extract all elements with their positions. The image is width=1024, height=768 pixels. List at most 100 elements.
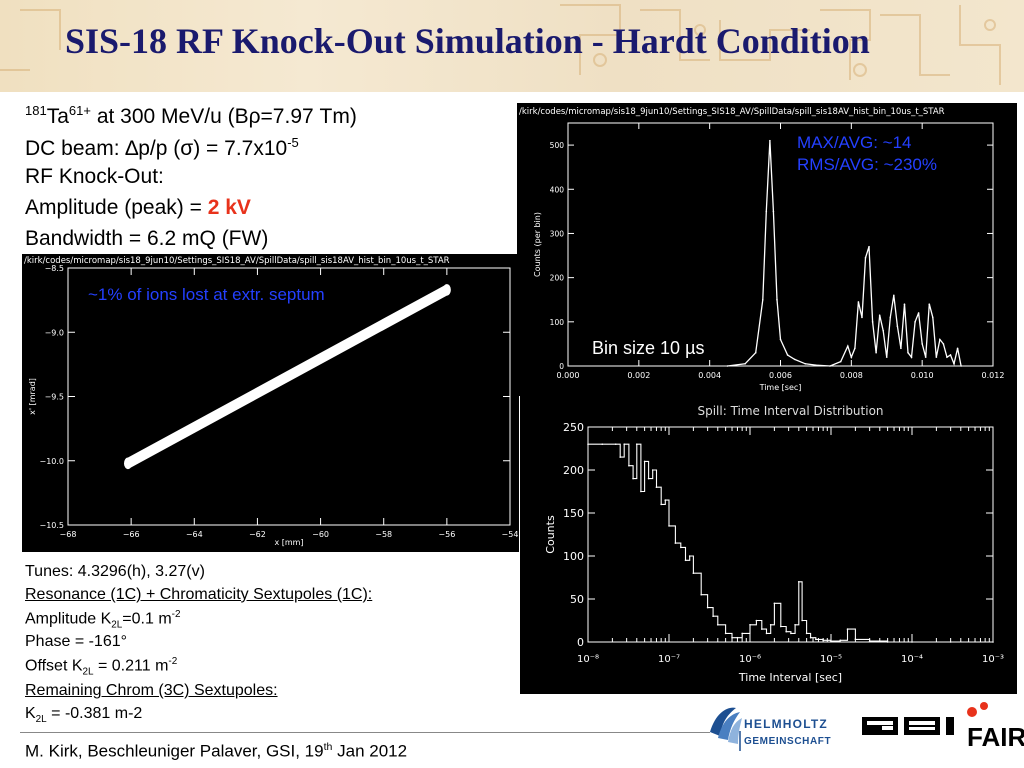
fair-logo: FAIR	[962, 698, 1024, 759]
interval-point	[724, 632, 727, 635]
x-tick-label: −56	[438, 530, 455, 539]
spill-point	[956, 347, 959, 350]
chart-title: Spill: Time Interval Distribution	[697, 404, 883, 418]
spill-point	[839, 360, 842, 363]
ion-energy: at 300 MeV/u (B	[91, 105, 249, 128]
mu-symbol: µ	[685, 338, 696, 358]
interval-point	[587, 443, 589, 445]
interval-point	[846, 628, 849, 630]
ion-mass: 181	[25, 103, 47, 118]
y-tick-label: −8.5	[45, 264, 64, 273]
band-end-left	[123, 457, 132, 470]
fair-logo-icon: FAIR	[967, 702, 1024, 752]
y-axis-label: Counts	[544, 515, 557, 554]
spill-point	[761, 298, 764, 301]
interval-point	[601, 443, 604, 445]
interval-point	[674, 542, 677, 544]
delta-symbol: ∆	[125, 137, 139, 160]
interval-point	[794, 624, 796, 626]
interval-point	[731, 636, 733, 639]
x-tick-label: −60	[312, 530, 329, 539]
footer-divider	[20, 732, 710, 733]
interval-point	[779, 625, 782, 628]
spill-point	[868, 245, 870, 248]
rms-avg-annotation: RMS/AVG: ~230%	[797, 155, 937, 174]
y-tick-label: −9.0	[45, 328, 64, 337]
dc-beam-label: DC beam:	[25, 137, 126, 160]
footer-date: Jan 2012	[332, 741, 408, 761]
phase-line: Phase = -161°	[25, 633, 128, 650]
k-value: = -0.381 m-2	[46, 705, 143, 722]
helmholtz-line2: GEMEINSCHAFT	[744, 736, 831, 747]
interval-point	[668, 525, 670, 527]
interval-point	[911, 641, 913, 643]
spill-point	[850, 356, 853, 358]
interval-point	[655, 486, 658, 488]
interval-point	[801, 619, 803, 622]
x-tick-label: 10⁻⁶	[739, 654, 761, 665]
interval-point	[619, 456, 622, 458]
interval-point	[664, 499, 667, 501]
dc-beam-value: ) = 7.7x10	[193, 137, 288, 160]
interval-point	[706, 606, 709, 609]
resonance-heading: Resonance (1C) + Chromaticity Sextupoles…	[25, 586, 373, 603]
plot-path-label: /kirk/codes/micromap/sis18_9jun10/Settin…	[24, 256, 450, 266]
k-label: K	[25, 705, 36, 722]
phase-space-band	[127, 284, 447, 470]
interval-series-line	[588, 443, 993, 643]
offset-k-exp: -2	[168, 656, 178, 667]
x-tick-label: 10⁻⁷	[658, 654, 680, 665]
y-tick-label: −9.5	[45, 393, 64, 402]
y-tick-label: 400	[550, 185, 565, 194]
x-axis-label: Time [sec]	[759, 383, 802, 392]
spill-point	[765, 210, 768, 213]
y-tick-label: 50	[570, 593, 584, 606]
bin-size-unit: s	[695, 338, 705, 358]
spill-point	[896, 325, 899, 328]
x-tick-label: 0.010	[911, 371, 934, 380]
offset-k-sub: 2L	[82, 666, 94, 678]
k2l-line: K2L = -0.381 m-2	[25, 705, 142, 725]
interval-point	[815, 638, 817, 641]
dc-beam-mid: p/p (	[138, 137, 181, 160]
interval-point	[614, 443, 617, 445]
y-tick-label: 300	[550, 229, 565, 238]
rho-symbol: ρ	[248, 105, 261, 128]
header-banner: SIS-18 RF Knock-Out Simulation - Hardt C…	[0, 0, 1024, 92]
interval-point	[640, 490, 642, 493]
plot-path-label: /kirk/codes/micromap/sis18_9jun10/Settin…	[519, 107, 945, 117]
spill-point	[939, 338, 941, 341]
y-tick-label: 500	[550, 141, 565, 150]
spill-point	[917, 312, 920, 314]
x-tick-label: 0.004	[698, 371, 721, 380]
spill-point	[854, 347, 856, 350]
x-tick-label: −62	[249, 530, 266, 539]
interval-point	[797, 581, 800, 583]
x-axis-label: Time Interval [sec]	[738, 671, 842, 684]
sigma-symbol: σ	[180, 137, 194, 160]
interval-point	[700, 593, 703, 596]
interval-point	[773, 602, 776, 605]
header-background	[0, 4, 1001, 85]
y-tick-label: 200	[550, 274, 565, 283]
interval-point	[992, 641, 994, 643]
spill-time-plot: /kirk/codes/micromap/sis18_9jun10/Settin…	[517, 103, 1017, 396]
x-tick-label: 10⁻⁸	[577, 654, 599, 665]
spill-point	[953, 362, 955, 365]
amp-k-sub: 2L	[111, 619, 123, 631]
interval-point	[680, 546, 682, 549]
x-tick-label: −68	[60, 530, 77, 539]
interval-point	[741, 632, 743, 635]
y-axis-label: x' [mrad]	[28, 378, 37, 415]
y-tick-label: −10.0	[39, 457, 64, 466]
spill-point	[949, 354, 952, 356]
helmholtz-logo-icon: HELMHOLTZ GEMEINSCHAFT	[710, 707, 831, 751]
x-tick-label: 10⁻³	[982, 654, 1004, 665]
interval-point	[809, 636, 812, 639]
spill-point	[914, 321, 916, 323]
spill-point	[928, 303, 931, 305]
spill-point	[815, 364, 817, 366]
x-tick-label: −58	[375, 530, 392, 539]
spill-point	[946, 356, 948, 358]
helmholtz-line1: HELMHOLTZ	[744, 717, 828, 731]
